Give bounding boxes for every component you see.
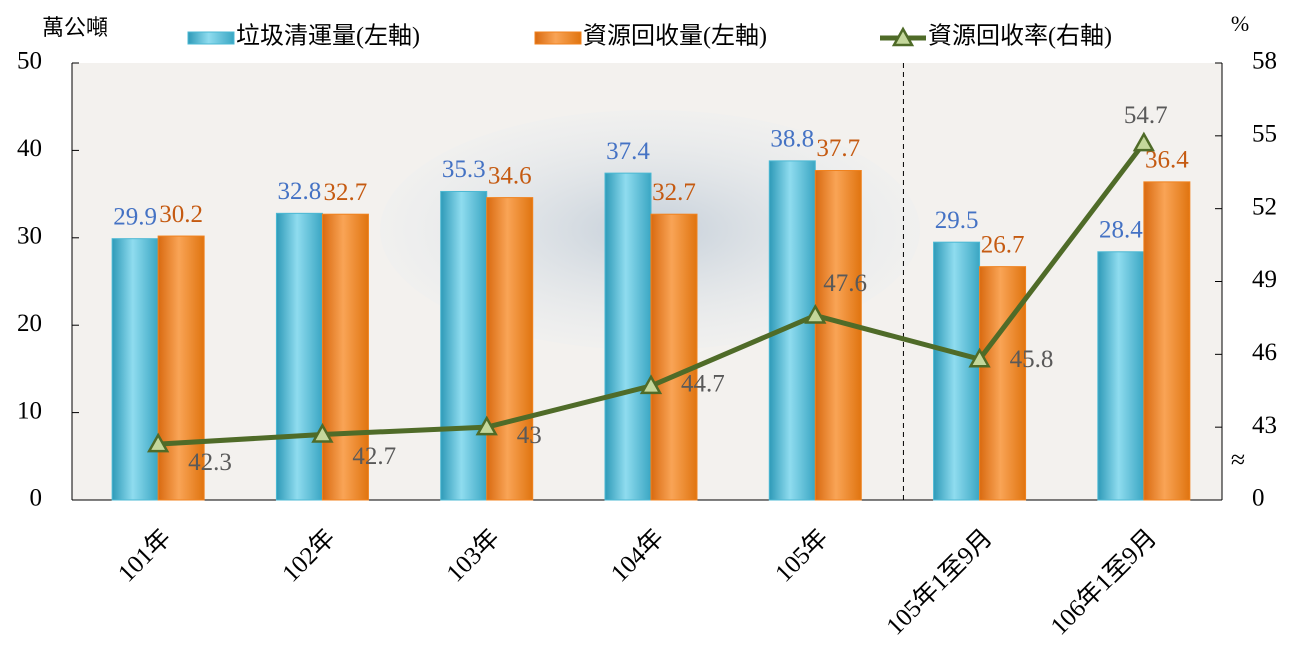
legend-marker (891, 26, 915, 47)
line-marker (968, 347, 991, 368)
x-tick-label: 106年1至9月 (1045, 523, 1162, 640)
bar (275, 212, 323, 501)
data-label: 42.7 (352, 443, 396, 470)
bar (321, 213, 369, 501)
data-label: 47.6 (823, 270, 867, 297)
y2-tick-label: 49 (1252, 266, 1277, 293)
data-label: 42.3 (188, 449, 232, 476)
legend: 垃圾清運量(左軸) 資源回收量(左軸) 資源回收率(右軸) (187, 23, 1112, 50)
bar (157, 235, 205, 501)
data-label: 30.2 (159, 201, 203, 228)
data-label: 38.8 (770, 126, 814, 153)
x-tick-label: 105年1至9月 (881, 523, 998, 640)
y-tick-label: 40 (17, 135, 42, 162)
bar (814, 170, 862, 501)
x-tick-label: 101年 (112, 523, 176, 587)
bar (650, 213, 698, 501)
data-label: 34.6 (488, 162, 532, 189)
bar (440, 190, 488, 501)
bar (604, 172, 652, 501)
line-marker (475, 415, 498, 436)
x-tick-label: 103年 (441, 523, 505, 587)
y-tick-label: 10 (17, 397, 42, 424)
x-tick-label: 102年 (277, 523, 341, 587)
y-tick-label: 20 (17, 310, 42, 337)
data-label: 54.7 (1124, 102, 1168, 129)
y2-tick-label: 43 (1252, 412, 1277, 439)
line-marker (1132, 131, 1155, 152)
line-marker (639, 374, 663, 395)
data-label: 32.8 (278, 178, 322, 205)
data-label: 32.7 (324, 179, 368, 206)
x-tick-label: 104年 (605, 523, 669, 587)
legend-label: 資源回收率(右軸) (928, 23, 1112, 50)
data-label: 35.3 (442, 156, 486, 183)
data-label: 37.7 (816, 135, 860, 162)
y2-tick-label: 0 (1252, 485, 1265, 512)
y2-tick-label: 55 (1252, 121, 1277, 148)
bar (486, 197, 534, 501)
line-marker (804, 303, 827, 324)
bar (933, 241, 981, 501)
data-label: 43 (517, 422, 542, 449)
bar (1143, 181, 1191, 501)
bar (111, 238, 159, 501)
data-label: 32.7 (652, 179, 696, 206)
y2-axis-unit: % (1231, 11, 1249, 36)
axis-break: ≈ (1231, 445, 1245, 474)
legend-label: 垃圾清運量(左軸) (236, 23, 420, 50)
legend-label: 資源回收量(左軸) (583, 23, 767, 50)
line-marker (147, 432, 170, 453)
bar (1097, 251, 1145, 501)
y-axis-unit: 萬公噸 (42, 15, 108, 40)
y-tick-label: 30 (17, 223, 42, 250)
bar (979, 266, 1027, 501)
legend-swatch (534, 31, 582, 45)
data-label: 28.4 (1099, 217, 1143, 244)
line-marker (311, 422, 334, 443)
data-label: 26.7 (981, 231, 1025, 258)
data-label: 29.9 (113, 203, 157, 230)
y-tick-label: 50 (17, 48, 42, 75)
y2-tick-label: 58 (1252, 48, 1277, 75)
data-label: 44.7 (681, 371, 725, 398)
y2-tick-label: 46 (1252, 339, 1277, 366)
y-tick-label: 0 (30, 485, 43, 512)
y2-tick-label: 52 (1252, 193, 1277, 220)
legend-swatch (187, 31, 235, 45)
data-label: 45.8 (1010, 346, 1054, 373)
x-tick-label: 105年 (770, 523, 834, 587)
data-label: 37.4 (606, 138, 650, 165)
data-label: 29.5 (935, 207, 979, 234)
